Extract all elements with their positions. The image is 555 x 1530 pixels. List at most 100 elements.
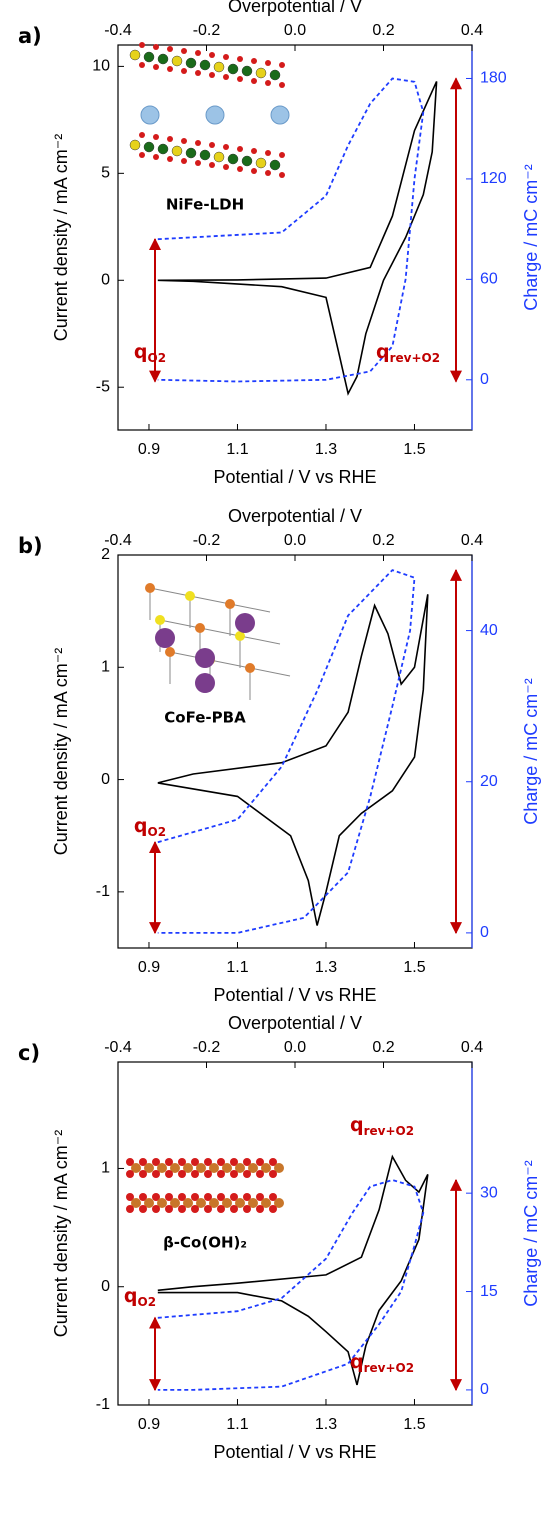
current-curve: [158, 1157, 428, 1385]
x2-tick-label: 0.2: [372, 22, 394, 39]
atom: [200, 150, 210, 160]
ion: [155, 628, 175, 648]
atom: [209, 72, 215, 78]
atom: [130, 50, 140, 60]
y-tick-label: -1: [96, 1396, 110, 1413]
atom: [181, 68, 187, 74]
atom: [145, 583, 155, 593]
y-axis-title: Current density / mA cm⁻²: [51, 648, 71, 856]
x2-tick-label: 0.4: [461, 22, 483, 39]
x2-tick-label: 0.2: [372, 532, 394, 549]
atom: [243, 1170, 251, 1178]
y-axis-title: Current density / mA cm⁻²: [51, 1130, 71, 1338]
atom: [230, 1170, 238, 1178]
y2-tick-label: 0: [480, 1381, 489, 1398]
ion: [195, 648, 215, 668]
y-tick-label: 0: [101, 771, 110, 788]
x2-tick-label: -0.2: [193, 532, 221, 549]
atom: [279, 82, 285, 88]
atom: [195, 623, 205, 633]
atom: [191, 1205, 199, 1213]
y-tick-label: 1: [101, 659, 110, 676]
atom: [256, 1205, 264, 1213]
atom: [139, 42, 145, 48]
atom: [265, 60, 271, 66]
charge-annotation: qrev+O2: [350, 1114, 414, 1138]
atom: [139, 1170, 147, 1178]
x2-axis-title: Overpotential / V: [228, 0, 362, 16]
x2-axis-title: Overpotential / V: [228, 506, 362, 526]
annotation-subscript: O2: [148, 825, 167, 839]
atom: [279, 172, 285, 178]
x2-axis-title: Overpotential / V: [228, 1013, 362, 1033]
atom: [178, 1170, 186, 1178]
y2-tick-label: 120: [480, 170, 507, 187]
bond: [190, 596, 230, 604]
x-tick-label: 1.3: [315, 1416, 337, 1433]
charge-curve: [158, 570, 415, 933]
atom: [139, 152, 145, 158]
atom: [195, 50, 201, 56]
atom: [251, 168, 257, 174]
atom: [270, 160, 280, 170]
inset-label: CoFe-PBA: [164, 709, 246, 727]
ion: [141, 106, 159, 124]
bond: [160, 620, 200, 628]
atom: [165, 1170, 173, 1178]
atom: [181, 48, 187, 54]
atom: [178, 1205, 186, 1213]
current-curve: [158, 81, 437, 393]
ion: [195, 673, 215, 693]
panel-label: c): [18, 1041, 40, 1065]
atom: [200, 60, 210, 70]
x-tick-label: 0.9: [138, 959, 160, 976]
x2-tick-label: -0.4: [104, 1039, 132, 1056]
x-tick-label: 0.9: [138, 441, 160, 458]
ion: [206, 106, 224, 124]
atom: [181, 158, 187, 164]
atom: [279, 62, 285, 68]
atom: [214, 152, 224, 162]
x2-tick-label: 0.0: [284, 532, 306, 549]
atom: [251, 58, 257, 64]
bond: [240, 636, 280, 644]
atom: [270, 70, 280, 80]
atom: [237, 166, 243, 172]
atom: [237, 76, 243, 82]
atom: [152, 1170, 160, 1178]
x2-tick-label: -0.4: [104, 22, 132, 39]
atom: [223, 74, 229, 80]
atom: [144, 52, 154, 62]
x2-tick-label: -0.2: [193, 1039, 221, 1056]
atom: [217, 1205, 225, 1213]
atom: [223, 54, 229, 60]
x-tick-label: 1.1: [226, 1416, 248, 1433]
atom: [242, 66, 252, 76]
annotation-subscript: rev+O2: [390, 351, 440, 365]
atom: [152, 1205, 160, 1213]
charge-annotation: qrev+O2: [376, 341, 440, 365]
y-axis-title: Current density / mA cm⁻²: [51, 134, 71, 342]
atom: [195, 70, 201, 76]
atom: [256, 1170, 264, 1178]
atom: [165, 1205, 173, 1213]
y-tick-label: 2: [101, 546, 110, 563]
atom: [167, 46, 173, 52]
figure: a)0.91.11.31.5-0.4-0.20.00.20.4-50510060…: [0, 0, 555, 1530]
bond: [250, 668, 290, 676]
y2-axis-title: Charge / mC cm⁻²: [521, 164, 541, 311]
bond: [230, 604, 270, 612]
atom: [204, 1205, 212, 1213]
annotation-text: q: [350, 1351, 364, 1373]
bond: [200, 628, 240, 636]
x-tick-label: 1.3: [315, 441, 337, 458]
panel-label: a): [18, 24, 42, 48]
y2-tick-label: 30: [480, 1184, 498, 1201]
atom: [279, 152, 285, 158]
atom: [265, 80, 271, 86]
charge-annotation: qrev+O2: [350, 1351, 414, 1375]
atom: [237, 56, 243, 62]
atom: [195, 160, 201, 166]
atom: [126, 1205, 134, 1213]
atom: [167, 136, 173, 142]
